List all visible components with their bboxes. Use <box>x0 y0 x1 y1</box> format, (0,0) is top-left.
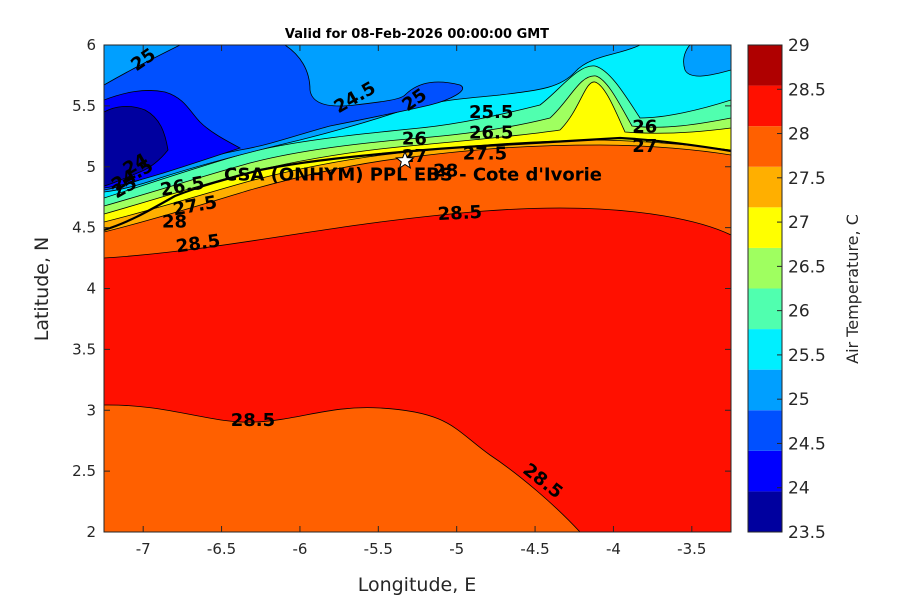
colorbar-segment <box>748 247 782 289</box>
x-tick-label: -5 <box>449 540 464 558</box>
colorbar-tick-label: 29 <box>788 36 810 56</box>
contour-label: 26 <box>402 129 427 150</box>
site-star-icon <box>395 150 415 170</box>
chart-title: Valid for 08-Feb-2026 00:00:00 GMT <box>285 27 549 42</box>
colorbar-tick-label: 28 <box>788 125 810 145</box>
x-axis-ticks: -7 -6.5 -6 -5.5 -5 -4.5 -4 -3.5 <box>136 45 706 558</box>
contour-label: 25.5 <box>469 102 513 123</box>
colorbar-segment <box>748 207 782 248</box>
x-tick-label: -6.5 <box>207 540 236 558</box>
y-tick-label: 4.5 <box>72 219 96 237</box>
y-tick-label: 4 <box>86 280 96 298</box>
contour-label: 28.5 <box>231 410 275 431</box>
contour-label: 28 <box>433 160 458 181</box>
x-tick-label: -4 <box>606 540 621 558</box>
x-tick-label: -6 <box>292 540 307 558</box>
colorbar-tick-label: 28.5 <box>788 80 826 100</box>
colorbar-segment <box>748 369 782 411</box>
colorbar-frame <box>747 44 783 533</box>
colorbar-segment <box>748 410 782 451</box>
colorbar-segment <box>748 329 782 370</box>
y-tick-label: 3 <box>86 401 96 419</box>
contour-label: 26.5 <box>469 123 513 144</box>
colorbar-tick-label: 27.5 <box>788 169 826 189</box>
colorbar-tick-label: 24.5 <box>788 434 826 454</box>
band-28-5 <box>104 207 731 532</box>
x-tick-label: -5.5 <box>364 540 393 558</box>
colorbar-tick-label: 25.5 <box>788 346 826 366</box>
x-axis-label: Longitude, E <box>358 574 477 596</box>
contour-label: 28 <box>162 212 187 233</box>
y-tick-label: 5 <box>86 158 96 176</box>
x-tick-label: -4.5 <box>520 540 549 558</box>
colorbar-segment <box>748 450 782 492</box>
coastline <box>104 136 731 232</box>
colorbar-segment <box>748 126 782 167</box>
colorbar-segment <box>748 85 782 127</box>
y-tick-label: 2.5 <box>72 462 96 480</box>
y-tick-label: 3.5 <box>72 340 96 358</box>
y-axis-ticks: 2 2.5 3 3.5 4 4.5 5 5.5 6 <box>72 36 731 541</box>
band-23-5 <box>104 106 169 187</box>
colorbar: 23.5 24 24.5 25 25.5 26 26.5 27 27.5 28 28.5 29 <box>747 36 826 543</box>
y-tick-label: 6 <box>86 36 96 54</box>
colorbar-segment <box>748 166 782 208</box>
x-tick-label: -3.5 <box>677 540 706 558</box>
contour-label: 27 <box>632 136 657 157</box>
colorbar-tick-label: 25 <box>788 390 810 410</box>
y-tick-label: 5.5 <box>72 97 96 115</box>
y-axis-label: Latitude, N <box>31 237 53 342</box>
contour-label: 27.5 <box>463 143 507 164</box>
x-tick-label: -7 <box>136 540 151 558</box>
site-marker <box>395 150 415 170</box>
colorbar-label: Air Temperature, C <box>843 214 862 364</box>
colorbar-tick-label: 23.5 <box>788 523 826 543</box>
colorbar-tick-label: 24 <box>788 479 810 499</box>
colorbar-segment <box>748 45 782 86</box>
site-label: CSA (ONHYM) PPL EBS - Cote d'Ivorie <box>224 165 602 186</box>
contour-label: 28.5 <box>437 202 482 225</box>
colorbar-tick-label: 27 <box>788 213 810 233</box>
colorbar-segment <box>748 491 782 532</box>
y-tick-label: 2 <box>86 523 96 541</box>
colorbar-tick-label: 26.5 <box>788 257 826 277</box>
colorbar-segment <box>748 288 782 330</box>
colorbar-tick-label: 26 <box>788 302 810 322</box>
contour-label: 26 <box>632 117 657 138</box>
